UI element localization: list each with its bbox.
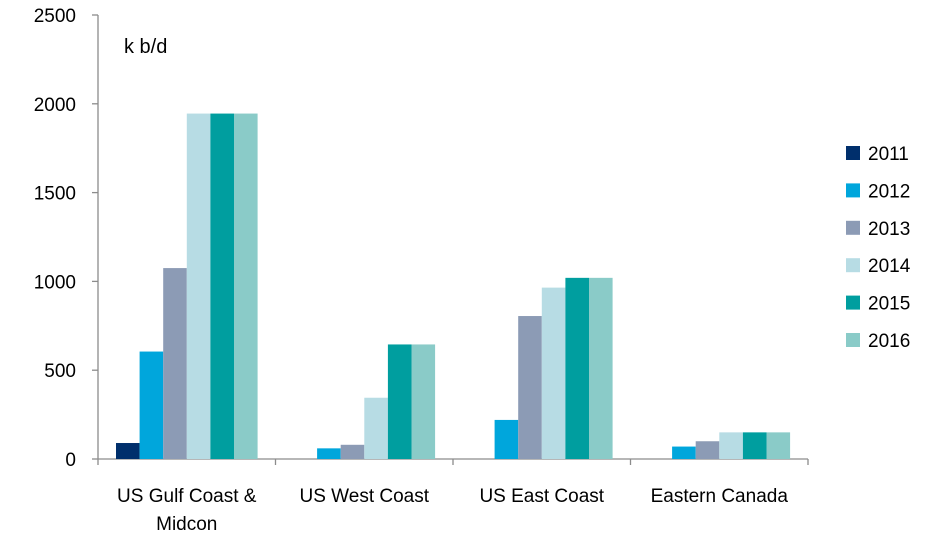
bar-2015-1 [387, 344, 412, 459]
legend-swatch-2015 [846, 295, 860, 310]
legend-swatch-2014 [846, 258, 860, 273]
category-label: US West Coast [299, 486, 429, 507]
bar-2015-0 [210, 113, 234, 460]
legend-label: 2013 [868, 219, 910, 240]
bar-2015-2 [565, 277, 589, 459]
y-tick-label: 1500 [34, 184, 76, 205]
bar-2014-1 [364, 397, 388, 459]
y-tick-label: 500 [44, 361, 76, 382]
bar-2013-1 [340, 444, 365, 459]
y-tick-label: 1000 [34, 272, 76, 293]
category-label: Eastern Canada [651, 486, 789, 507]
bar-2013-0 [163, 268, 187, 459]
legend-swatch-2011 [846, 146, 860, 160]
bar-2014-2 [541, 287, 566, 459]
legend-swatch-2016 [846, 333, 860, 347]
unit-label: k b/d [124, 36, 167, 58]
bar-2011-0 [116, 443, 140, 459]
bar-2013-2 [518, 316, 542, 459]
y-tick-label: 2500 [34, 6, 76, 27]
y-tick-label: 2000 [34, 95, 76, 116]
bar-2012-0 [139, 351, 164, 459]
legend-label: 2012 [868, 181, 910, 202]
legend-label: 2014 [868, 256, 911, 277]
y-tick-label: 0 [65, 450, 76, 471]
legend-label: 2015 [868, 294, 910, 315]
bar-2016-1 [411, 344, 436, 459]
legend-label: 2016 [868, 331, 910, 352]
bar-2016-3 [766, 432, 791, 459]
bar-2012-1 [317, 448, 341, 459]
legend-swatch-2012 [846, 183, 860, 198]
legend: 2011 2012 2013 2014 2015 2016 [846, 144, 911, 352]
bar-2016-2 [589, 277, 613, 459]
category-label: US Gulf Coast & [117, 486, 257, 507]
category-label: US East Coast [479, 486, 604, 507]
bar-2015-3 [742, 432, 767, 459]
bar-2012-3 [672, 446, 696, 459]
category-labels: US Gulf Coast & Midcon US West Coast US Eas… [117, 486, 788, 535]
y-ticks: 0 500 1000 1500 2000 2500 [34, 6, 98, 471]
bar-2014-3 [719, 432, 743, 459]
bar-2014-0 [186, 113, 211, 460]
x-ticks [97, 459, 809, 465]
legend-swatch-2013 [846, 220, 860, 235]
bar-2013-3 [695, 441, 720, 459]
bar-2016-0 [234, 113, 258, 460]
category-label: Midcon [156, 514, 217, 535]
legend-label: 2011 [868, 144, 909, 165]
bars [116, 113, 791, 460]
bar-2012-2 [494, 419, 519, 459]
